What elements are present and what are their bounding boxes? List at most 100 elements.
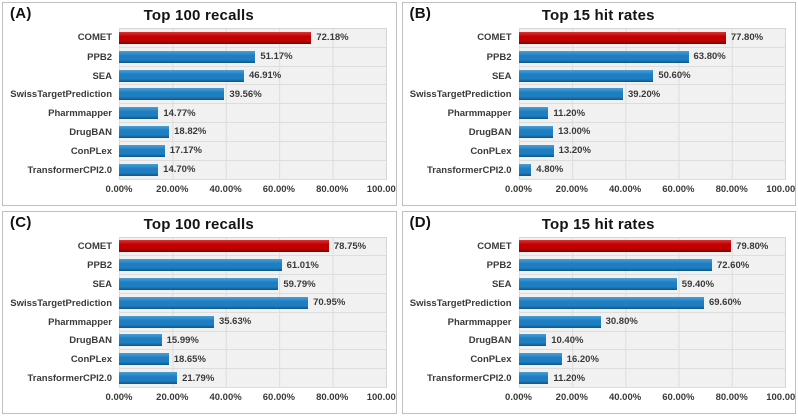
bar-conplex xyxy=(518,144,554,157)
value-label: 11.20% xyxy=(553,372,586,384)
bar-track: 4.80% xyxy=(518,160,786,180)
value-label: 59.40% xyxy=(681,278,715,290)
axis-tick-label: 80.00% xyxy=(715,392,748,403)
bar-row-drugban: DrugBAN 15.99% xyxy=(11,331,387,351)
bar-track: 39.20% xyxy=(518,85,786,105)
bar-transformercpi2-0 xyxy=(518,163,532,176)
bar-track: 35.63% xyxy=(119,312,387,332)
chart-title-b: Top 15 hit rates xyxy=(541,7,655,24)
bar-ppb2 xyxy=(518,50,689,63)
bar-drugban xyxy=(518,125,554,138)
category-label: DrugBAN xyxy=(69,335,112,347)
category-label: SwissTargetPrediction xyxy=(10,297,112,309)
value-label: 14.77% xyxy=(163,107,196,119)
axis-tick-label: 60.00% xyxy=(662,183,695,195)
x-axis-b: 0.00% 20.00% 40.00% 60.00% 80.00% 100.00% xyxy=(505,183,795,199)
panel-d: (D) Top 15 hit rates COMET 79.80% PPB2 72.6… xyxy=(401,210,796,414)
bar-swisstargetprediction xyxy=(119,296,309,309)
axis-tick-label: 20.00% xyxy=(156,183,189,195)
axis-tick-label: 20.00% xyxy=(555,392,588,403)
category-label: COMET xyxy=(477,240,512,252)
bar-track: 17.17% xyxy=(119,141,387,161)
bar-sea xyxy=(518,278,677,291)
bar-drugban xyxy=(119,334,162,347)
bar-row-transformercpi2-0: TransformerCPI2.0 21.79% xyxy=(11,369,387,388)
category-label: ConPLex xyxy=(70,354,112,366)
panel-label-a: (A) xyxy=(10,5,32,22)
value-label: 59.79% xyxy=(283,278,316,290)
bar-row-swisstargetprediction: SwissTargetPrediction 69.60% xyxy=(410,293,786,313)
bar-track: 59.79% xyxy=(119,275,387,294)
bar-track: 11.20% xyxy=(518,369,786,388)
axis-spacer xyxy=(411,184,519,199)
bar-ppb2 xyxy=(119,50,256,63)
panel-label-d: (D) xyxy=(409,213,432,231)
bar-track: 14.77% xyxy=(119,104,387,124)
category-label: ConPLex xyxy=(470,354,512,366)
chart-rows-b: COMET 77.80% PPB2 63.80% SEA 50.60% SwissTarge… xyxy=(409,28,786,180)
axis-tick-label: 80.00% xyxy=(715,183,748,195)
value-label: 46.91% xyxy=(249,70,282,82)
bar-row-transformercpi2-0: TransformerCPI2.0 14.70% xyxy=(11,160,387,180)
axis-tick-label: 60.00% xyxy=(262,392,296,403)
category-label: SEA xyxy=(491,279,512,291)
bar-track: 46.91% xyxy=(119,66,387,86)
bar-row-drugban: DrugBAN 18.82% xyxy=(11,123,387,142)
bar-swisstargetprediction xyxy=(518,296,704,309)
panel-label-b: (B) xyxy=(409,5,432,22)
axis-tick-label: 0.00% xyxy=(105,392,133,403)
category-label: COMET xyxy=(477,32,512,44)
axis-tick-label: 80.00% xyxy=(316,392,349,403)
bar-conplex xyxy=(119,353,169,366)
axis-tick-label: 100.00% xyxy=(766,183,796,195)
bar-row-conplex: ConPLex 13.20% xyxy=(411,141,786,161)
value-label: 50.60% xyxy=(658,70,691,82)
category-label: COMET xyxy=(77,240,112,252)
bar-track: 11.20% xyxy=(518,104,786,124)
bar-ppb2 xyxy=(119,259,282,272)
value-label: 39.56% xyxy=(229,88,262,100)
bar-track: 16.20% xyxy=(518,350,786,370)
category-label: TransformerCPI2.0 xyxy=(427,164,512,176)
category-label: SEA xyxy=(491,70,512,82)
category-label: SwissTargetPrediction xyxy=(409,89,512,101)
value-label: 18.82% xyxy=(174,126,207,138)
bar-track: 18.65% xyxy=(119,350,387,370)
bar-track: 14.70% xyxy=(119,160,387,180)
bar-row-ppb2: PPB2 61.01% xyxy=(11,256,387,276)
bar-track: 63.80% xyxy=(518,47,786,67)
bar-comet xyxy=(518,240,732,253)
category-label: TransformerCPI2.0 xyxy=(27,164,112,176)
category-label: DrugBAN xyxy=(468,126,512,138)
axis-spacer xyxy=(11,392,119,407)
value-label: 15.99% xyxy=(166,334,199,346)
x-axis-row-a: 0.00% 20.00% 40.00% 60.00% 80.00% 100.00% xyxy=(11,183,396,199)
bar-track: 18.82% xyxy=(119,123,387,142)
value-label: 72.18% xyxy=(316,32,349,44)
bar-track: 13.20% xyxy=(518,141,786,161)
bar-track: 78.75% xyxy=(119,236,387,257)
bar-row-comet: COMET 78.75% xyxy=(11,236,387,257)
category-label: ConPLex xyxy=(70,145,112,157)
value-label: 21.79% xyxy=(182,372,215,384)
category-label: Pharmmapper xyxy=(447,316,512,328)
value-label: 72.60% xyxy=(716,259,750,271)
bar-row-conplex: ConPLex 18.65% xyxy=(11,350,387,370)
bar-sea xyxy=(518,69,654,82)
bar-row-ppb2: PPB2 72.60% xyxy=(411,256,786,276)
value-label: 78.75% xyxy=(333,240,367,252)
value-label: 4.80% xyxy=(536,164,564,176)
value-label: 16.20% xyxy=(566,353,599,365)
bar-transformercpi2-0 xyxy=(119,163,159,176)
bar-comet xyxy=(119,31,312,44)
bar-track: 30.80% xyxy=(518,312,786,332)
bar-track: 72.18% xyxy=(119,28,387,48)
bar-row-conplex: ConPLex 17.17% xyxy=(11,141,387,161)
axis-tick-label: 40.00% xyxy=(209,392,242,403)
bar-track: 69.60% xyxy=(518,293,786,313)
bar-pharmmapper xyxy=(518,107,549,120)
bar-row-pharmmapper: Pharmmapper 30.80% xyxy=(411,312,786,332)
bar-row-comet: COMET 77.80% xyxy=(411,28,786,48)
chart-rows-a: COMET 72.18% PPB2 51.17% SEA 46.91% SwissTarge… xyxy=(10,28,387,180)
value-label: 13.20% xyxy=(558,145,591,157)
